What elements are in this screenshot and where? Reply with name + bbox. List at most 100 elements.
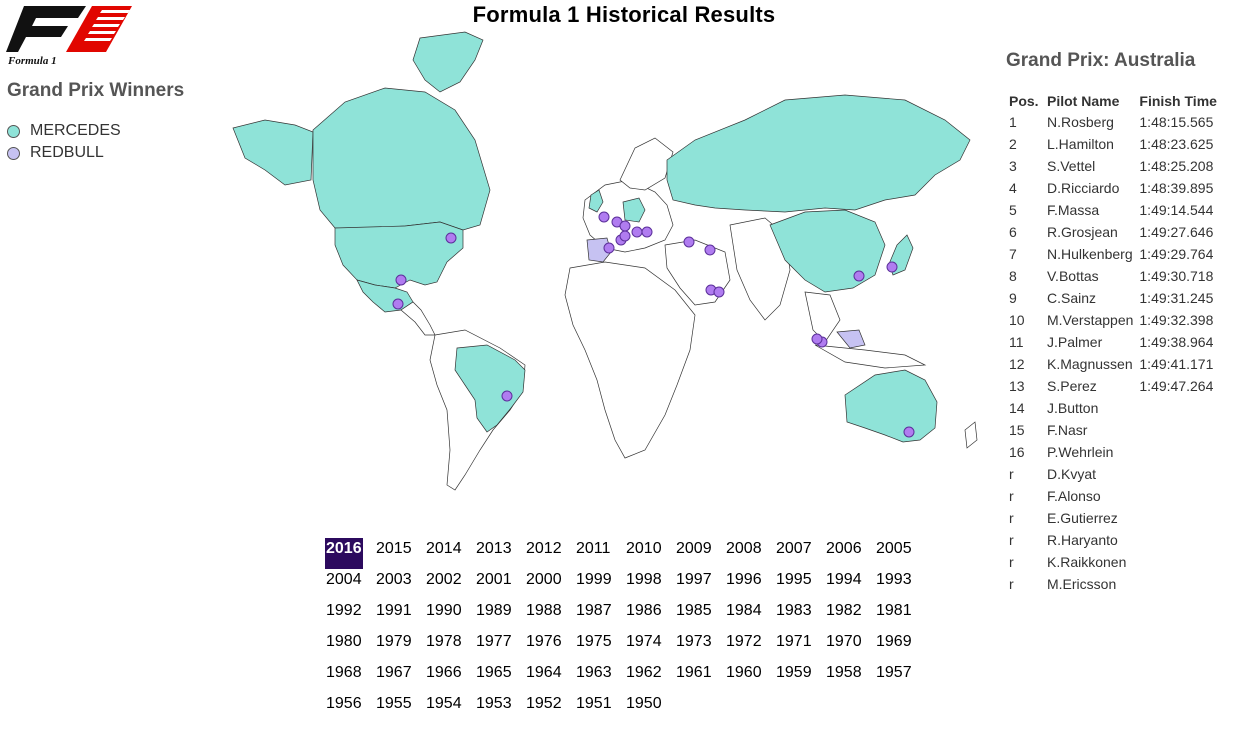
result-pilot-name: R.Haryanto <box>1047 532 1118 548</box>
year-2001[interactable]: 2001 <box>476 571 512 588</box>
country-malaysia[interactable] <box>836 329 866 349</box>
year-1971[interactable]: 1971 <box>776 633 812 650</box>
country-russia[interactable] <box>666 94 971 213</box>
year-1992[interactable]: 1992 <box>326 602 362 619</box>
year-1953[interactable]: 1953 <box>476 695 512 712</box>
year-1970[interactable]: 1970 <box>826 633 862 650</box>
race-marker-mexico[interactable] <box>392 298 404 310</box>
result-pilot-name: F.Nasr <box>1047 422 1088 438</box>
year-2007[interactable]: 2007 <box>776 540 812 557</box>
year-1958[interactable]: 1958 <box>826 664 862 681</box>
year-1972[interactable]: 1972 <box>726 633 762 650</box>
year-1963[interactable]: 1963 <box>576 664 612 681</box>
year-2004[interactable]: 2004 <box>326 571 362 588</box>
race-marker-hungary[interactable] <box>641 226 653 238</box>
year-1956[interactable]: 1956 <box>326 695 362 712</box>
race-marker-austria[interactable] <box>631 226 643 238</box>
race-marker-spain[interactable] <box>603 242 615 254</box>
year-1969[interactable]: 1969 <box>876 633 912 650</box>
year-1974[interactable]: 1974 <box>626 633 662 650</box>
year-1961[interactable]: 1961 <box>676 664 712 681</box>
year-1994[interactable]: 1994 <box>826 571 862 588</box>
country-germany[interactable] <box>622 197 646 223</box>
year-2008[interactable]: 2008 <box>726 540 762 557</box>
race-marker-abu-dhabi[interactable] <box>713 286 725 298</box>
race-marker-brazil[interactable] <box>501 390 513 402</box>
year-2000[interactable]: 2000 <box>526 571 562 588</box>
year-1957[interactable]: 1957 <box>876 664 912 681</box>
year-1965[interactable]: 1965 <box>476 664 512 681</box>
race-marker-australia[interactable] <box>903 426 915 438</box>
year-1968[interactable]: 1968 <box>326 664 362 681</box>
year-1989[interactable]: 1989 <box>476 602 512 619</box>
race-marker-canada[interactable] <box>445 232 457 244</box>
year-1959[interactable]: 1959 <box>776 664 812 681</box>
year-1987[interactable]: 1987 <box>576 602 612 619</box>
year-1988[interactable]: 1988 <box>526 602 562 619</box>
country-canada[interactable] <box>312 87 491 231</box>
year-1950[interactable]: 1950 <box>626 695 662 712</box>
year-1955[interactable]: 1955 <box>376 695 412 712</box>
year-1984[interactable]: 1984 <box>726 602 762 619</box>
year-2006[interactable]: 2006 <box>826 540 862 557</box>
year-1973[interactable]: 1973 <box>676 633 712 650</box>
race-marker-japan[interactable] <box>886 261 898 273</box>
year-1985[interactable]: 1985 <box>676 602 712 619</box>
country-spain[interactable] <box>586 237 612 263</box>
race-marker-russia[interactable] <box>683 236 695 248</box>
year-1980[interactable]: 1980 <box>326 633 362 650</box>
year-2012[interactable]: 2012 <box>526 540 562 557</box>
year-2014[interactable]: 2014 <box>426 540 462 557</box>
country-brazil[interactable] <box>454 344 526 433</box>
country-australia[interactable] <box>844 369 938 443</box>
result-pilot-name: M.Ericsson <box>1047 576 1117 592</box>
year-1962[interactable]: 1962 <box>626 664 662 681</box>
year-2015[interactable]: 2015 <box>376 540 412 557</box>
year-1967[interactable]: 1967 <box>376 664 412 681</box>
year-2013[interactable]: 2013 <box>476 540 512 557</box>
race-marker-malaysia[interactable] <box>811 333 823 345</box>
year-2003[interactable]: 2003 <box>376 571 412 588</box>
year-2002[interactable]: 2002 <box>426 571 462 588</box>
year-1998[interactable]: 1998 <box>626 571 662 588</box>
year-1954[interactable]: 1954 <box>426 695 462 712</box>
year-1960[interactable]: 1960 <box>726 664 762 681</box>
year-1964[interactable]: 1964 <box>526 664 562 681</box>
year-1997[interactable]: 1997 <box>676 571 712 588</box>
country-greenland[interactable] <box>412 31 484 93</box>
year-1981[interactable]: 1981 <box>876 602 912 619</box>
year-1966[interactable]: 1966 <box>426 664 462 681</box>
race-marker-italy[interactable] <box>619 230 631 242</box>
year-1979[interactable]: 1979 <box>376 633 412 650</box>
page-title: Formula 1 Historical Results <box>472 2 776 27</box>
country-alaska[interactable] <box>232 119 314 186</box>
year-1991[interactable]: 1991 <box>376 602 412 619</box>
year-2005[interactable]: 2005 <box>876 540 912 557</box>
year-1952[interactable]: 1952 <box>526 695 562 712</box>
year-2009[interactable]: 2009 <box>676 540 712 557</box>
race-marker-usa[interactable] <box>395 274 407 286</box>
year-1986[interactable]: 1986 <box>626 602 662 619</box>
race-marker-china[interactable] <box>853 270 865 282</box>
year-2011[interactable]: 2011 <box>576 540 611 557</box>
year-1990[interactable]: 1990 <box>426 602 462 619</box>
year-1976[interactable]: 1976 <box>526 633 562 650</box>
year-1983[interactable]: 1983 <box>776 602 812 619</box>
year-1999[interactable]: 1999 <box>576 571 612 588</box>
table-row: 5 F.Massa 1:49:14.544 <box>1006 199 1220 221</box>
race-marker-baku[interactable] <box>704 244 716 256</box>
year-1996[interactable]: 1996 <box>726 571 762 588</box>
year-1951[interactable]: 1951 <box>576 695 612 712</box>
country-usa[interactable] <box>334 221 464 289</box>
year-1993[interactable]: 1993 <box>876 571 912 588</box>
race-marker-britain[interactable] <box>598 211 610 223</box>
year-2010[interactable]: 2010 <box>626 540 662 557</box>
year-2016[interactable]: 2016 <box>325 538 363 569</box>
year-1995[interactable]: 1995 <box>776 571 812 588</box>
year-1982[interactable]: 1982 <box>826 602 862 619</box>
year-1975[interactable]: 1975 <box>576 633 612 650</box>
year-1978[interactable]: 1978 <box>426 633 462 650</box>
country-uk[interactable] <box>588 189 604 213</box>
race-marker-germany[interactable] <box>619 220 631 232</box>
year-1977[interactable]: 1977 <box>476 633 512 650</box>
